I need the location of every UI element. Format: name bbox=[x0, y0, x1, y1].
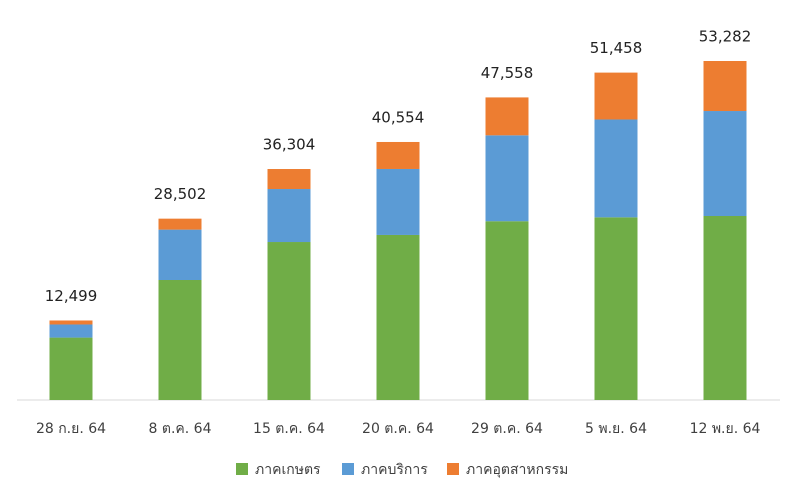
bar-segment bbox=[485, 135, 529, 222]
total-label: 53,282 bbox=[699, 28, 752, 46]
total-label: 47,558 bbox=[481, 64, 534, 82]
total-label: 28,502 bbox=[154, 185, 207, 203]
bar-segment bbox=[703, 111, 747, 217]
bar-segment bbox=[158, 218, 202, 230]
bar-segment bbox=[376, 141, 420, 169]
total-label: 12,499 bbox=[45, 287, 98, 305]
legend-label: ภาคอุตสาหกรรม bbox=[466, 462, 568, 478]
x-tick-label: 20 ต.ค. 64 bbox=[362, 421, 434, 437]
bar-segment bbox=[594, 217, 638, 400]
bar-segment bbox=[49, 320, 93, 325]
bar-segment bbox=[267, 189, 311, 243]
x-tick-label: 29 ต.ค. 64 bbox=[471, 421, 543, 437]
bar-segment bbox=[594, 72, 638, 120]
bar-segment bbox=[485, 221, 529, 400]
legend-swatch bbox=[342, 463, 354, 475]
legend-swatch bbox=[447, 463, 459, 475]
bar-segment bbox=[267, 169, 311, 190]
bar-segment bbox=[158, 229, 202, 281]
x-tick-label: 15 ต.ค. 64 bbox=[253, 421, 325, 437]
x-tick-label: 12 พ.ย. 64 bbox=[690, 421, 761, 437]
total-label: 36,304 bbox=[263, 136, 316, 154]
bar-segment bbox=[158, 280, 202, 400]
bar-segment bbox=[267, 242, 311, 400]
total-label: 40,554 bbox=[372, 108, 425, 126]
bar-segment bbox=[49, 337, 93, 400]
bar-segment bbox=[485, 97, 529, 136]
legend-label: ภาคบริการ bbox=[361, 462, 428, 478]
bar-segment bbox=[376, 234, 420, 400]
bar-segment bbox=[703, 216, 747, 400]
x-tick-label: 8 ต.ค. 64 bbox=[149, 421, 212, 437]
bar-segment bbox=[376, 168, 420, 235]
x-tick-label: 5 พ.ย. 64 bbox=[585, 421, 647, 437]
bar-segment bbox=[703, 61, 747, 112]
bar-segment bbox=[49, 324, 93, 338]
total-label: 51,458 bbox=[590, 39, 643, 57]
bar-segment bbox=[594, 119, 638, 218]
legend-swatch bbox=[236, 463, 248, 475]
x-tick-label: 28 ก.ย. 64 bbox=[36, 421, 106, 437]
legend-label: ภาคเกษตร bbox=[255, 462, 321, 478]
